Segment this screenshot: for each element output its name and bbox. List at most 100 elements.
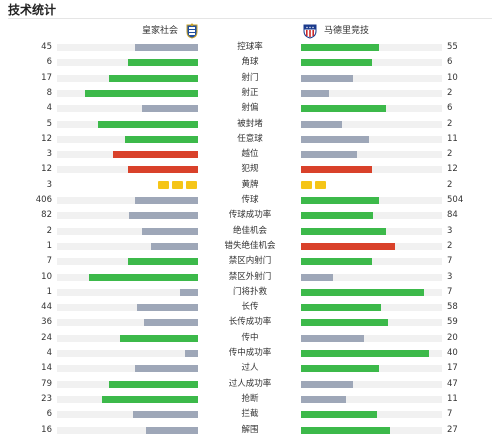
home-bar-track (57, 135, 198, 143)
home-bar-fill (141, 227, 198, 235)
home-value: 1 (46, 286, 52, 297)
stat-row: 3 越位 2 (0, 147, 500, 162)
away-bar-track (301, 59, 442, 67)
yellow-card-icon (172, 180, 183, 189)
away-bar-track (301, 212, 442, 220)
home-value: 17 (41, 72, 52, 83)
stat-row: 36 长传成功率 59 (0, 315, 500, 330)
away-value: 6 (447, 57, 453, 68)
away-bar-fill (301, 350, 430, 357)
away-bar-track (301, 44, 442, 51)
home-bar-fill (145, 426, 198, 434)
away-bar-track (301, 380, 442, 388)
home-bar-track (57, 304, 198, 312)
away-bar-track (301, 319, 442, 327)
home-value: 10 (41, 271, 52, 282)
away-bar-track (301, 350, 442, 357)
away-bar-track (301, 197, 442, 204)
stat-row: 79 过人成功率 47 (0, 377, 500, 392)
stat-row: 23 抢断 11 (0, 392, 500, 407)
stat-row: 17 射门 10 (0, 71, 500, 86)
away-bar-fill (301, 151, 358, 159)
away-bar-track (301, 166, 442, 174)
home-bar-fill (133, 411, 198, 419)
stat-row: 6 拦截 7 (0, 407, 500, 422)
home-value: 79 (41, 378, 52, 389)
home-bar-fill (144, 319, 198, 327)
stat-label: 门将扑救 (232, 286, 267, 297)
away-bar-fill (301, 44, 379, 51)
stat-label: 错失绝佳机会 (224, 240, 276, 251)
away-bar-fill (301, 166, 372, 174)
home-value: 8 (46, 87, 52, 98)
stat-label: 角球 (241, 57, 259, 68)
stat-row: 12 任意球 11 (0, 132, 500, 147)
stat-label: 过人成功率 (228, 378, 272, 389)
home-value: 4 (46, 103, 52, 114)
atletico-madrid-badge-icon (302, 23, 318, 39)
home-bar-fill (85, 89, 198, 97)
stat-row: 16 解围 27 (0, 423, 500, 438)
home-value: 3 (46, 149, 52, 160)
home-team-name: 皇家社会 (141, 26, 178, 36)
home-value: 6 (46, 57, 52, 68)
away-value: 3 (447, 225, 453, 236)
home-bar-track (57, 380, 198, 388)
home-bar-track (57, 44, 198, 51)
stat-label: 拦截 (241, 409, 259, 420)
home-bar-fill (134, 44, 198, 51)
stat-label: 禁区外射门 (228, 271, 272, 282)
away-bar-fill (301, 304, 382, 312)
home-team-header: 皇家社会 (110, 22, 200, 40)
away-bar-track (301, 242, 442, 250)
away-value: 11 (447, 133, 458, 144)
yellow-card-icon (158, 180, 169, 189)
away-value: 10 (447, 72, 458, 83)
home-bar-track (57, 166, 198, 174)
stat-row: 7 禁区内射门 7 (0, 254, 500, 269)
away-value: 2 (447, 149, 453, 160)
home-value: 24 (41, 332, 52, 343)
stat-label: 射偏 (241, 103, 259, 114)
home-yellow-cards (158, 180, 197, 190)
stat-label: 控球率 (237, 42, 263, 52)
stat-label: 传球 (241, 195, 259, 205)
home-bar-fill (179, 288, 198, 296)
home-value: 3 (46, 179, 52, 190)
away-bar-fill (301, 105, 386, 113)
home-bar-track (57, 273, 198, 281)
home-bar-fill (141, 105, 198, 113)
away-bar-track (301, 411, 442, 419)
stat-label: 传中成功率 (228, 348, 272, 358)
away-bar-fill (301, 135, 369, 143)
home-value: 7 (46, 256, 52, 267)
away-bar-track (301, 304, 442, 312)
away-bar-fill (301, 411, 378, 419)
home-value: 23 (41, 393, 52, 404)
home-bar-fill (128, 212, 198, 220)
home-value: 1 (46, 240, 52, 251)
stat-label: 传球成功率 (228, 210, 272, 221)
away-bar-fill (301, 288, 424, 296)
home-value: 4 (46, 348, 52, 358)
away-value: 58 (447, 302, 458, 313)
away-bar-fill (301, 365, 379, 373)
home-bar-track (57, 59, 198, 67)
away-value: 55 (447, 42, 458, 52)
stat-row: 5 被封堵 2 (0, 117, 500, 132)
stat-row: 2 绝佳机会 3 (0, 224, 500, 239)
away-bar-fill (301, 242, 396, 250)
home-bar-fill (137, 304, 198, 312)
home-value: 12 (41, 164, 52, 175)
stat-label: 犯规 (241, 164, 259, 175)
away-bar-fill (301, 395, 347, 403)
away-bar-track (301, 105, 442, 113)
stat-label: 传中 (241, 332, 259, 343)
stat-row: 45 控球率 55 (0, 40, 500, 55)
away-value: 2 (447, 118, 453, 129)
away-bar-fill (301, 120, 342, 128)
stat-row: 4 传中成功率 40 (0, 346, 500, 361)
yellow-card-icon (301, 180, 312, 189)
away-value: 12 (447, 164, 458, 175)
home-bar-track (57, 151, 198, 159)
